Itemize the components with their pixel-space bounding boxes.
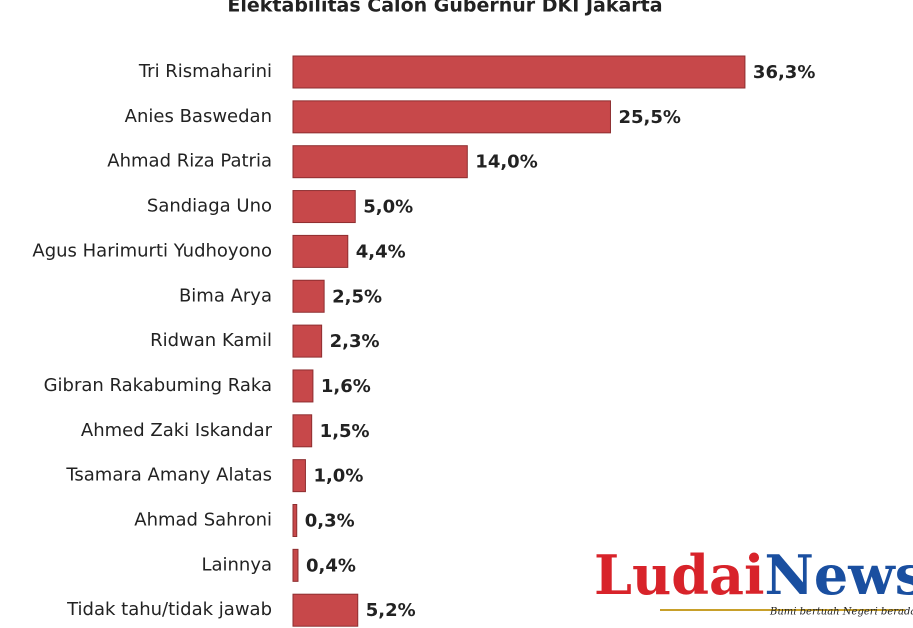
bar [292, 504, 298, 537]
bar [292, 190, 356, 224]
value-label: 2,3% [330, 331, 380, 352]
category-label: Anies Baswedan [125, 106, 272, 127]
category-label: Tidak tahu/tidak jawab [66, 599, 272, 620]
value-label: 0,3% [305, 511, 355, 532]
bar [292, 593, 359, 627]
watermark-part: Ludai [594, 543, 765, 607]
bar [292, 55, 746, 89]
value-label: 0,4% [306, 555, 356, 576]
category-label: Ahmed Zaki Iskandar [81, 420, 273, 441]
category-label: Ridwan Kamil [150, 330, 272, 351]
chart-title: Elektabilitas Calon Gubernur DKI Jakarta [227, 0, 662, 17]
category-label: Lainnya [201, 554, 272, 575]
value-label: 14,0% [475, 152, 537, 173]
bar [292, 279, 325, 313]
category-label: Sandiaga Uno [147, 196, 272, 217]
bar [292, 234, 349, 268]
value-label: 1,6% [321, 376, 371, 397]
watermark-logo: LudaiNews [594, 543, 913, 607]
category-label: Tri Rismaharini [138, 61, 272, 82]
value-label: 1,0% [313, 466, 363, 487]
bar [292, 100, 611, 134]
bar [292, 369, 314, 403]
value-label: 5,0% [363, 197, 413, 218]
category-label: Ahmad Sahroni [134, 510, 272, 531]
bar [292, 459, 306, 493]
category-label: Gibran Rakabuming Raka [44, 375, 272, 396]
watermark: LudaiNews Bumi bertuah Negeri beradat [594, 543, 913, 617]
bar [292, 548, 299, 582]
value-label: 4,4% [356, 241, 406, 262]
bar [292, 145, 468, 179]
value-label: 5,2% [366, 600, 416, 621]
value-label: 1,5% [320, 421, 370, 442]
category-label: Ahmad Riza Patria [107, 151, 272, 172]
bar [292, 324, 323, 358]
category-label: Tsamara Amany Alatas [65, 465, 272, 486]
watermark-tagline: Bumi bertuah Negeri beradat [769, 607, 913, 618]
watermark-part: News [765, 543, 913, 607]
value-label: 2,5% [332, 286, 382, 307]
category-label: Agus Harimurti Yudhoyono [32, 240, 272, 261]
category-label: Bima Arya [179, 285, 272, 306]
value-label: 25,5% [618, 107, 680, 128]
bar [292, 414, 313, 448]
value-label: 36,3% [753, 62, 815, 83]
